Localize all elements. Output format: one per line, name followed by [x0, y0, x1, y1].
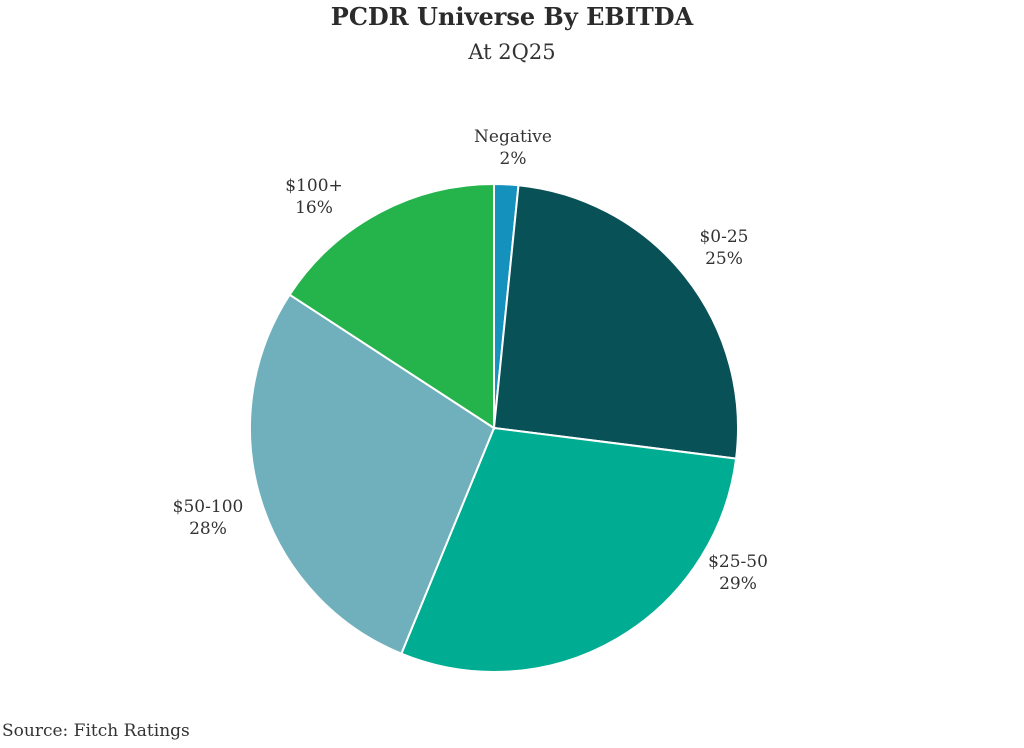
slice-label-percent: 16% [295, 198, 333, 218]
slice-label-name: $25-50 [708, 552, 768, 572]
chart-subtitle: At 2Q25 [468, 40, 556, 64]
slice-label-25-50: $25-50 29% [708, 551, 768, 595]
slice-label-name: $50-100 [172, 497, 244, 517]
source-note: Source: Fitch Ratings [2, 721, 190, 741]
slice-label-50-100: $50-100 28% [173, 496, 244, 540]
slice-label-percent: 2% [499, 149, 527, 169]
chart-title: PCDR Universe By EBITDA [330, 2, 694, 31]
pie-slice-0-25 [492, 184, 739, 460]
slice-label-name: Negative [474, 127, 552, 147]
slice-label-name: $0-25 [699, 227, 749, 247]
slice-label-name: $100+ [285, 176, 343, 196]
pie-slice-25-50 [400, 426, 738, 673]
pie-slice-100 [288, 182, 495, 430]
slice-label-percent: 28% [189, 519, 227, 539]
slice-label-percent: 25% [705, 249, 743, 269]
pie-slice-50-100 [249, 293, 496, 656]
slice-label-100-plus: $100+ 16% [285, 175, 343, 219]
slice-label-percent: 29% [719, 574, 757, 594]
slice-label-0-25: $0-25 25% [699, 226, 748, 270]
slice-label-negative: Negative 2% [474, 126, 552, 170]
